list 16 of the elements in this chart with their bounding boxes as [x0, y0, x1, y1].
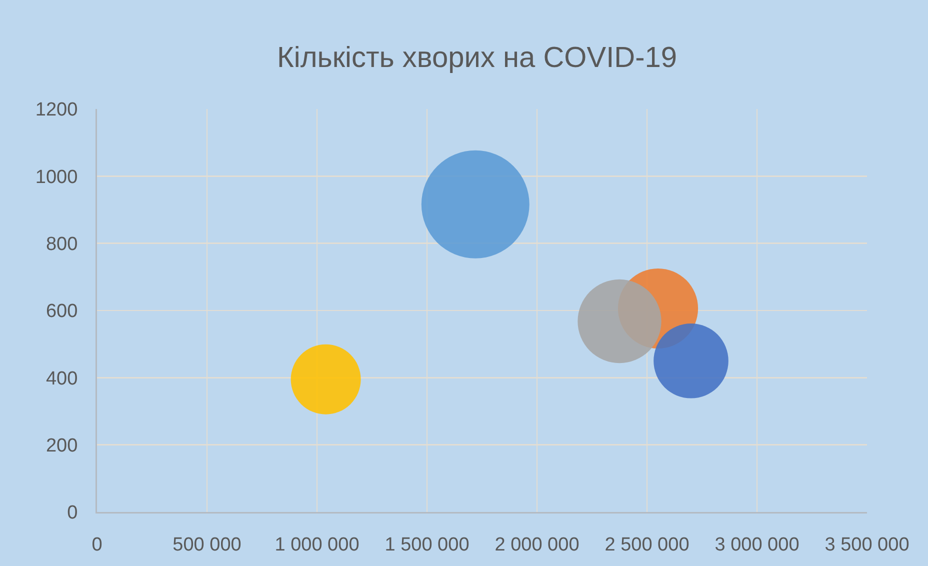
y-tick-label: 200	[46, 435, 78, 456]
x-tick-label: 0	[92, 534, 102, 556]
x-tick-label: 500 000	[172, 534, 242, 556]
y-tick-label: 800	[46, 234, 78, 255]
x-tick-label: 1 500 000	[384, 534, 470, 556]
y-tick-label: 600	[46, 301, 78, 322]
x-tick-label: 3 000 000	[714, 534, 800, 556]
y-tick-label: 1200	[35, 100, 78, 121]
y-tick-label: 400	[46, 368, 78, 390]
y-tick-label: 0	[67, 502, 78, 524]
y-tick-label: 1000	[35, 166, 78, 188]
x-tick-label: 2 000 000	[494, 534, 580, 556]
x-tick-label: 2 500 000	[604, 534, 690, 556]
x-tick-label: 1 000 000	[274, 534, 360, 556]
x-tick-label: 3 500 000	[824, 534, 910, 556]
chart-title: Кількість хворих на COVID-19	[276, 42, 677, 74]
